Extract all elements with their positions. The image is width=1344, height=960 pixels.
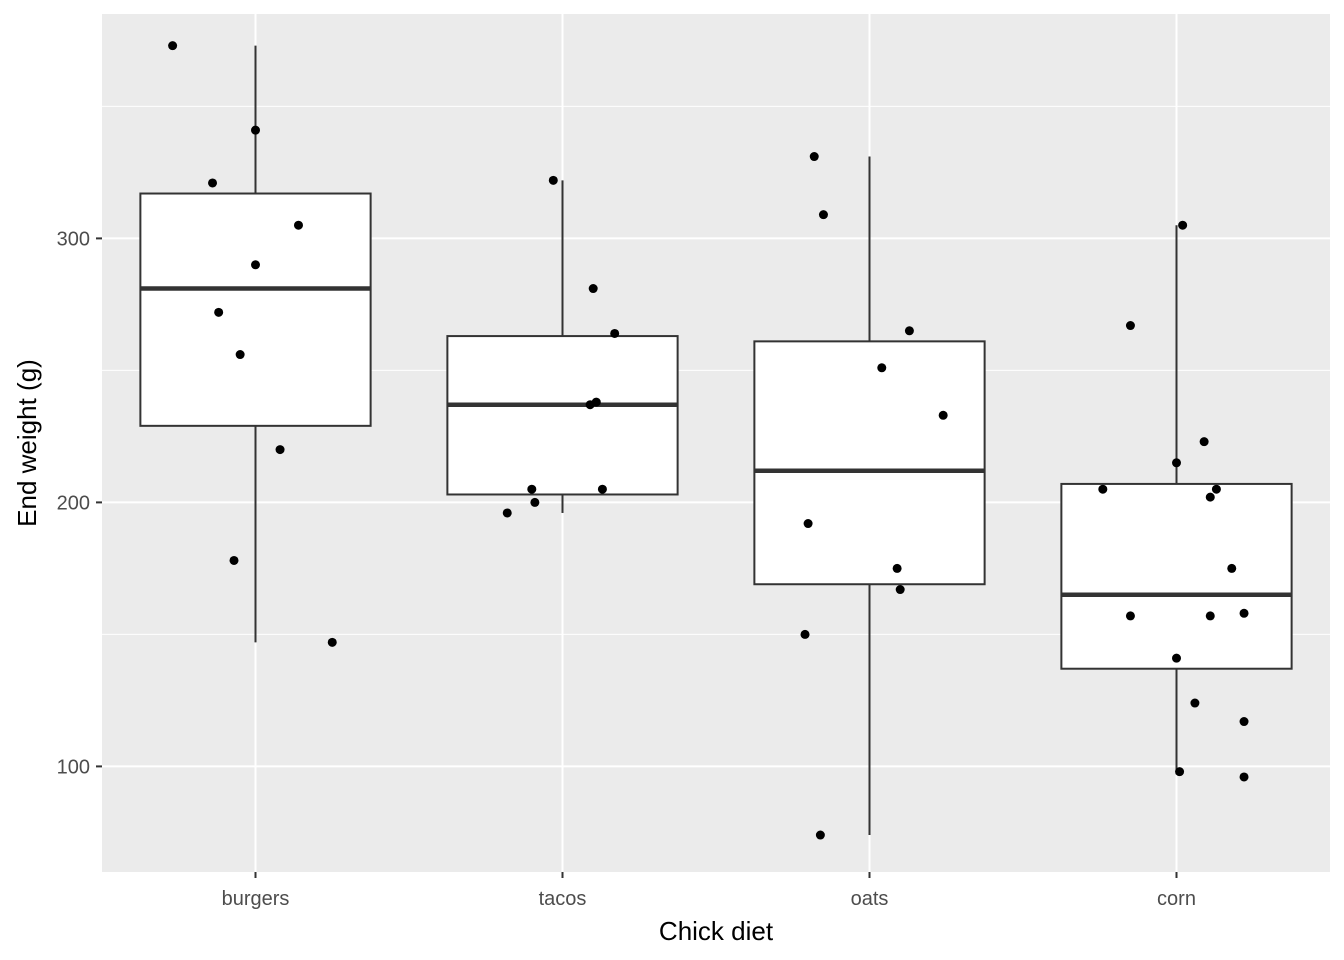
data-point [815,830,825,840]
data-point [895,585,905,595]
data-point [818,210,828,220]
data-point [1125,321,1135,331]
box-corn [1060,482,1293,670]
y-axis: 100 200 300 [57,228,102,778]
data-point [809,152,819,162]
data-point [1205,611,1215,621]
data-point [588,284,598,294]
data-point [610,328,620,338]
x-tick-label: tacos [539,888,587,910]
data-point [1178,220,1188,230]
data-point [214,307,224,317]
data-point [1205,492,1215,502]
data-point [800,629,810,639]
data-point [1239,717,1249,727]
boxes-layer [139,45,1293,836]
data-point [208,178,218,188]
plot-panel [102,14,1330,872]
data-point [530,497,540,507]
data-point [502,508,512,518]
data-point [229,555,239,565]
x-tick-label: corn [1157,888,1196,910]
data-point [1175,767,1185,777]
data-point [251,125,260,135]
x-axis-title: Chick diet [659,916,774,946]
data-point [597,484,607,494]
data-point [904,326,914,336]
data-point [1227,563,1237,573]
y-tick-label: 300 [57,228,90,250]
data-point [168,41,178,51]
data-point [892,563,902,573]
data-point [877,363,887,373]
data-point [1172,653,1181,663]
box-oats [753,340,986,586]
data-point [235,350,245,360]
data-point [1211,484,1221,494]
box-burgers [139,192,372,427]
data-point [1098,484,1108,494]
data-point [585,400,595,410]
x-tick-label: oats [851,888,889,910]
x-axis: burgers tacos oats corn [222,872,1196,910]
data-point [1239,772,1249,782]
data-point [1199,437,1209,447]
data-point [327,637,337,647]
data-point [1172,458,1181,468]
y-axis-title: End weight (g) [12,359,42,527]
data-point [251,260,260,270]
data-point [275,445,285,455]
points-layer [168,41,1249,840]
data-point [1239,608,1249,618]
box-tacos [446,335,679,496]
data-point [1125,611,1135,621]
data-point [1190,698,1200,708]
data-point [548,175,558,185]
data-point [803,519,813,529]
data-point [527,484,537,494]
data-point [293,220,303,230]
data-point [938,410,948,420]
y-tick-label: 200 [57,492,90,514]
y-tick-label: 100 [57,756,90,778]
x-tick-label: burgers [222,888,290,910]
